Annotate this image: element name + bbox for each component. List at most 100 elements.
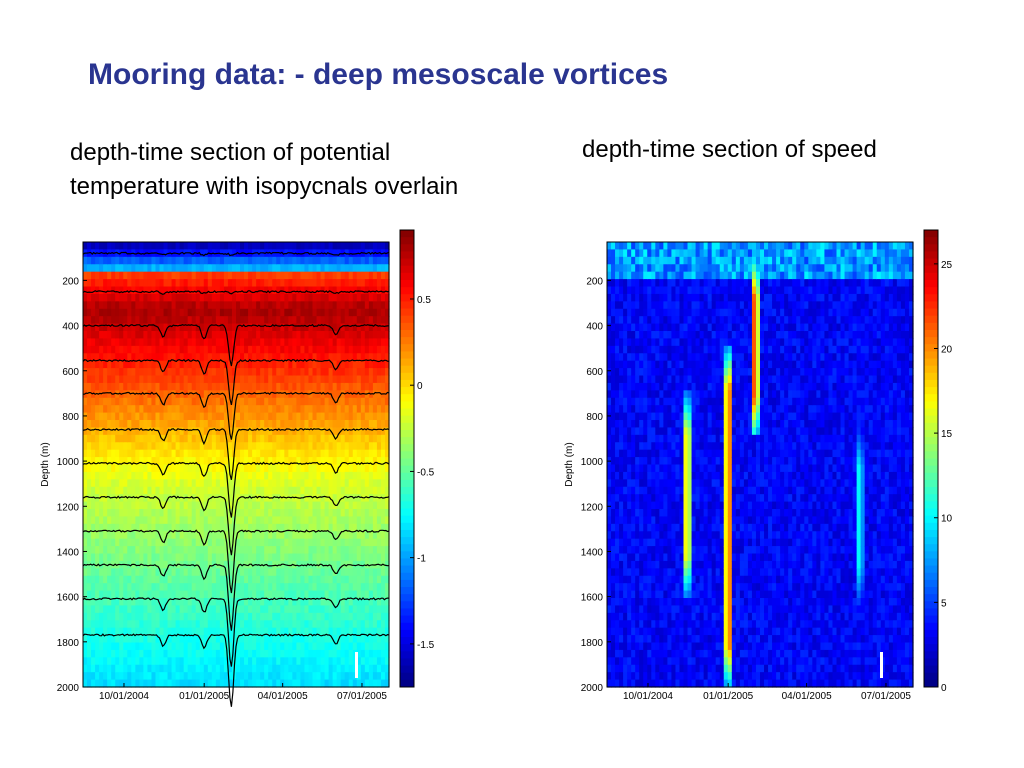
heatmap-cell: [619, 538, 624, 547]
heatmap-cell: [131, 642, 136, 651]
heatmap-cell: [360, 368, 366, 377]
heatmap-cell: [364, 509, 370, 518]
heatmap-cell: [611, 464, 616, 473]
heatmap-cell: [135, 649, 140, 658]
heatmap-cell: [264, 679, 269, 688]
heatmap-cell: [143, 286, 149, 295]
heatmap-cell: [135, 509, 140, 518]
heatmap-cell: [336, 590, 342, 599]
heatmap-cell: [344, 405, 350, 414]
colorbar-segment: [400, 608, 414, 617]
heatmap-cell: [111, 598, 116, 607]
heatmap-cell: [340, 308, 346, 317]
heatmap-cell: [195, 642, 201, 651]
heatmap-cell: [95, 553, 100, 562]
heatmap-cell: [316, 449, 322, 458]
heatmap-cell: [227, 575, 233, 584]
heatmap-cell: [127, 279, 132, 288]
heatmap-cell: [308, 301, 314, 310]
heatmap-cell: [127, 338, 132, 347]
heatmap-cell: [107, 620, 112, 629]
heatmap-cell: [252, 390, 257, 399]
heatmap-cell: [292, 286, 297, 295]
heatmap-cell: [159, 546, 165, 555]
heatmap-cell: [87, 331, 92, 340]
heatmap-cell: [163, 293, 169, 302]
heatmap-cell: [256, 420, 261, 429]
heatmap-cell: [103, 509, 108, 518]
heatmap-cell: [380, 598, 386, 607]
colorbar-segment: [400, 251, 414, 260]
heatmap-cell: [248, 375, 253, 384]
heatmap-cell: [372, 249, 378, 258]
heatmap-cell: [183, 434, 189, 443]
heatmap-cell: [191, 353, 197, 362]
heatmap-cell: [107, 316, 112, 325]
heatmap-cell: [264, 494, 269, 503]
heatmap-cell: [300, 338, 306, 347]
heatmap-cell: [264, 575, 269, 584]
heatmap-cell: [352, 486, 358, 495]
colorbar-segment: [400, 415, 414, 424]
heatmap-cell: [244, 442, 249, 451]
heatmap-cell: [163, 560, 169, 569]
heatmap-cell: [372, 464, 378, 473]
heatmap-cell: [215, 412, 221, 421]
heatmap-cell: [332, 679, 338, 688]
heatmap-cell: [260, 449, 265, 458]
heatmap-cell: [131, 360, 136, 369]
heatmap-cell: [320, 316, 326, 325]
heatmap-cell: [143, 538, 149, 547]
colorbar-segment: [400, 515, 414, 524]
heatmap-cell: [376, 672, 382, 681]
heatmap-cell: [344, 598, 350, 607]
heatmap-cell: [364, 279, 370, 288]
heatmap-cell: [163, 375, 169, 384]
heatmap-cell: [203, 672, 209, 681]
heatmap-cell: [115, 360, 120, 369]
heatmap-cell: [607, 427, 612, 436]
heatmap-cell: [312, 293, 318, 302]
heatmap-cell: [139, 568, 144, 577]
heatmap-cell: [151, 368, 157, 377]
heatmap-cell: [223, 553, 229, 562]
heatmap-cell: [252, 308, 257, 317]
heatmap-cell: [340, 449, 346, 458]
heatmap-cell: [336, 242, 342, 251]
heatmap-cell: [324, 449, 330, 458]
heatmap-cell: [380, 635, 386, 644]
heatmap-cell: [304, 464, 310, 473]
heatmap-cell: [83, 649, 88, 658]
heatmap-cell: [288, 323, 293, 332]
heatmap-cell: [316, 331, 322, 340]
heatmap-cell: [191, 368, 197, 377]
heatmap-cell: [627, 271, 632, 280]
heatmap-cell: [380, 316, 386, 325]
heatmap-cell: [356, 301, 362, 310]
heatmap-cell: [348, 635, 354, 644]
heatmap-cell: [344, 590, 350, 599]
heatmap-cell: [296, 605, 302, 614]
heatmap-cell: [183, 338, 189, 347]
heatmap-cell: [356, 494, 362, 503]
heatmap-cell: [384, 323, 390, 332]
heatmap-cell: [171, 501, 177, 510]
heatmap-cell: [240, 308, 245, 317]
heatmap-cell: [171, 301, 177, 310]
heatmap-cell: [199, 368, 205, 377]
heatmap-cell: [171, 553, 177, 562]
colorbar-segment: [400, 337, 414, 345]
heatmap-cell: [304, 360, 310, 369]
heatmap-cell: [312, 405, 318, 414]
heatmap-cell: [219, 316, 225, 325]
heatmap-cell: [244, 635, 249, 644]
heatmap-cell: [95, 605, 100, 614]
heatmap-cell: [95, 434, 100, 443]
heatmap-cell: [276, 316, 281, 325]
heatmap-cell: [195, 449, 201, 458]
heatmap-cell: [340, 271, 346, 280]
heatmap-cell: [619, 531, 624, 540]
heatmap-cell: [151, 345, 157, 354]
heatmap-cell: [364, 397, 370, 406]
heatmap-cell: [264, 323, 269, 332]
